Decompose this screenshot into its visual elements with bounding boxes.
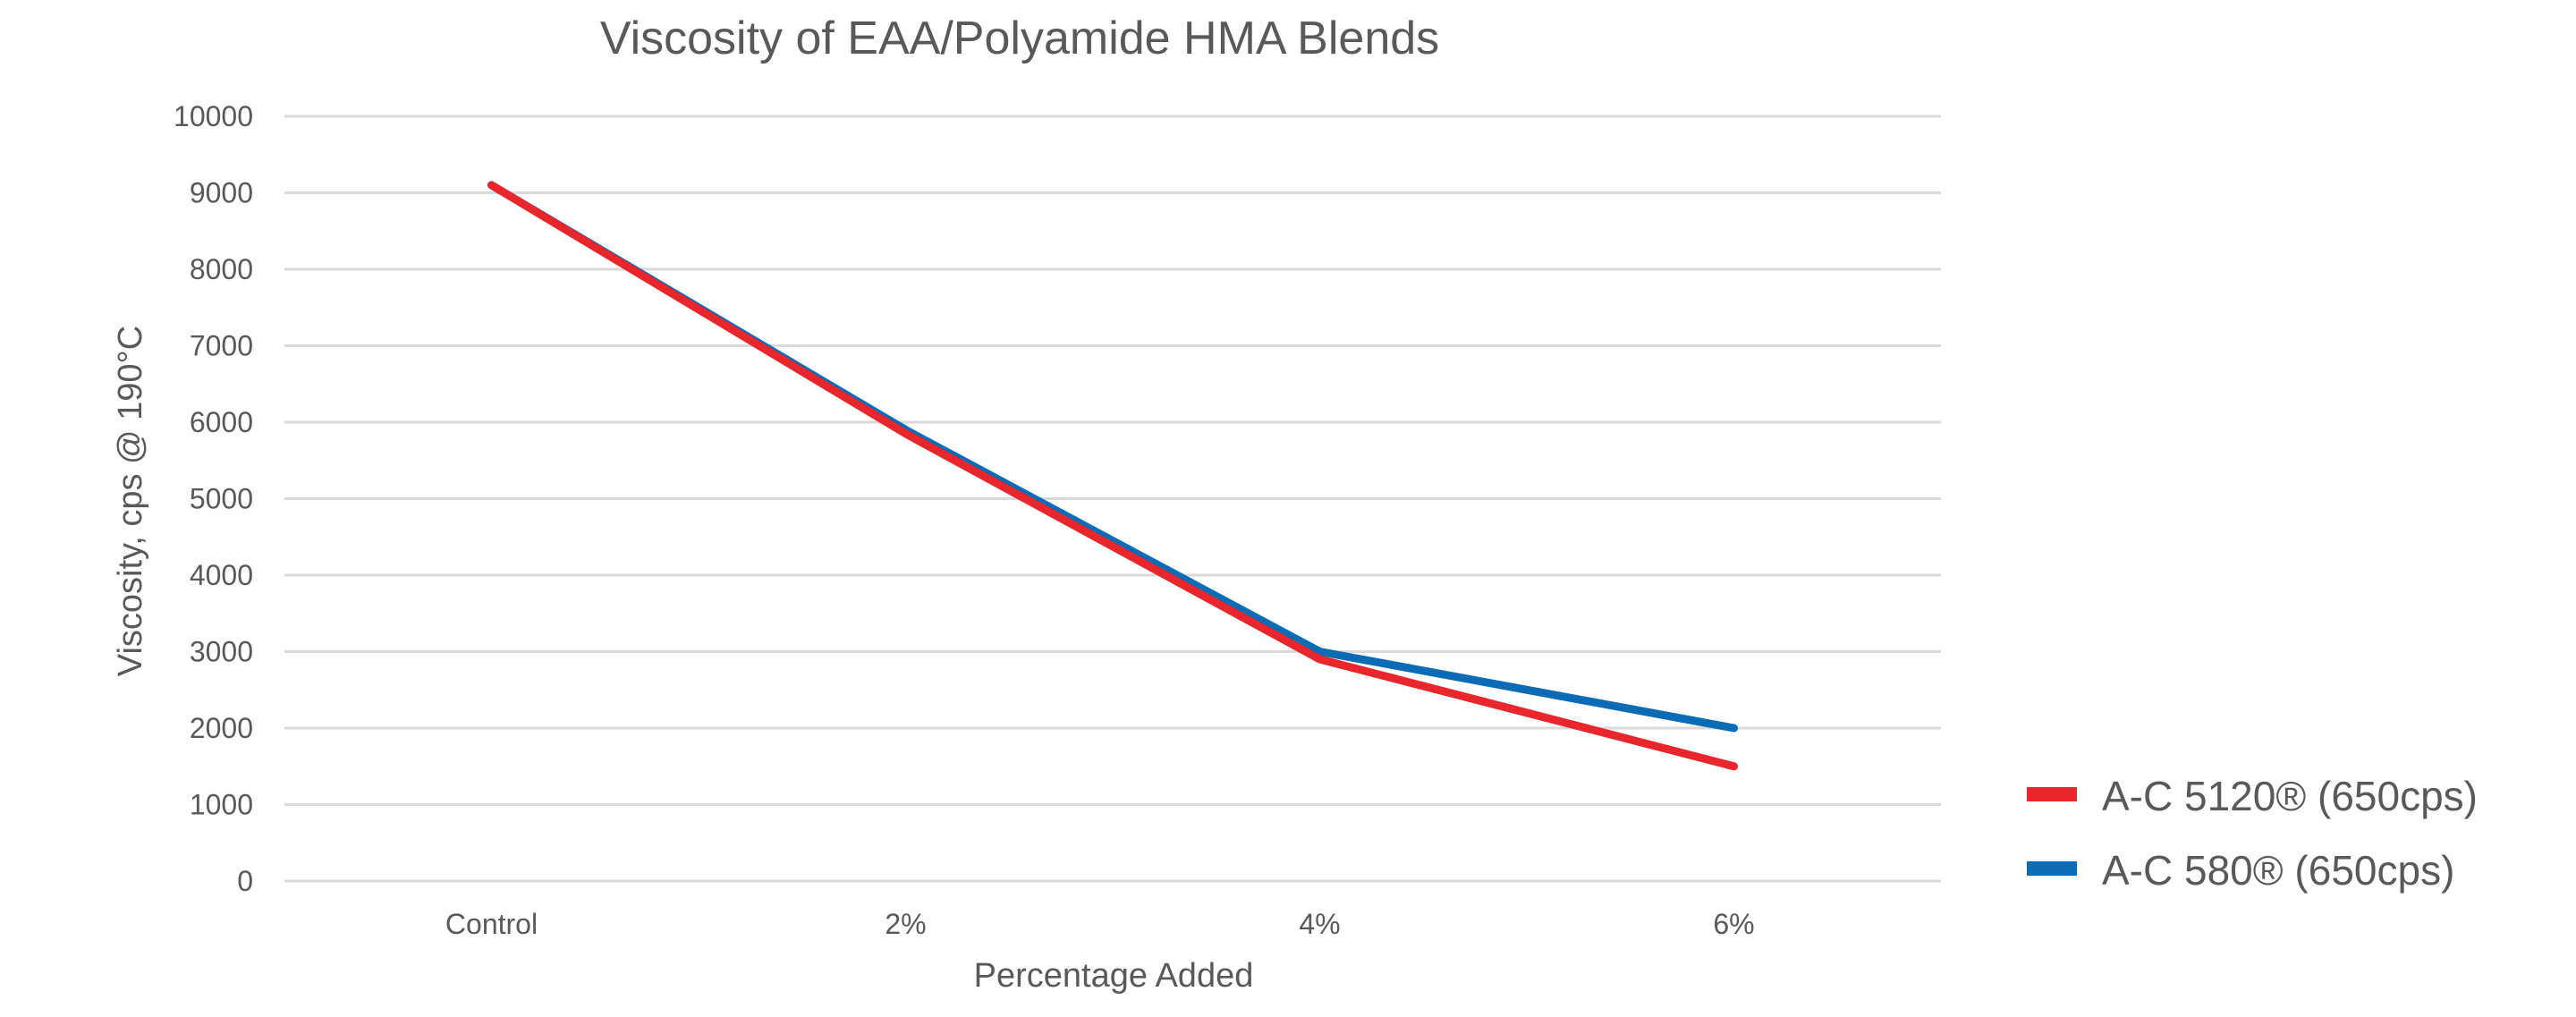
x-tick-label: 6% [1713,908,1754,940]
series-line [487,181,1738,733]
data-point [491,184,492,186]
legend-swatch [2027,787,2077,801]
series-lines [487,181,1738,771]
y-tick-label: 9000 [190,177,253,209]
y-tick-label: 5000 [190,483,253,515]
y-tick-label: 6000 [190,406,253,438]
x-tick-label: Control [445,908,538,940]
x-tick-label: 4% [1299,908,1340,940]
legend-swatch [2027,861,2077,876]
y-tick-label: 0 [237,865,253,897]
y-tick-label: 10000 [174,100,253,132]
y-tick-label: 7000 [190,330,253,362]
data-point [1319,651,1320,652]
y-tick-label: 1000 [190,789,253,821]
y-tick-label: 4000 [190,559,253,591]
y-tick-label: 3000 [190,636,253,668]
gridlines [284,114,1941,883]
x-axis-title: Percentage Added [974,957,1254,995]
legend-label: A-C 580® (650cps) [2102,847,2454,894]
data-point [905,433,906,435]
legend: A-C 5120® (650cps) A-C 580® (650cps) [2027,773,2478,894]
y-axis-ticks: 0 1000 2000 3000 4000 5000 6000 7000 8000 9000 100… [174,100,253,897]
x-axis-ticks: Control 2% 4% 6% [445,908,1755,940]
legend-label: A-C 5120® (650cps) [2102,773,2478,819]
x-tick-label: 2% [885,908,926,940]
y-tick-label: 8000 [190,253,253,285]
y-tick-label: 2000 [190,712,253,744]
series-line [487,181,1738,771]
y-axis-title: Viscosity, cps @ 190°C [112,326,149,676]
data-point [1733,766,1734,767]
data-point [1733,727,1734,729]
data-point [1319,658,1320,660]
chart-title: Viscosity of EAA/Polyamide HMA Blends [600,13,1439,64]
